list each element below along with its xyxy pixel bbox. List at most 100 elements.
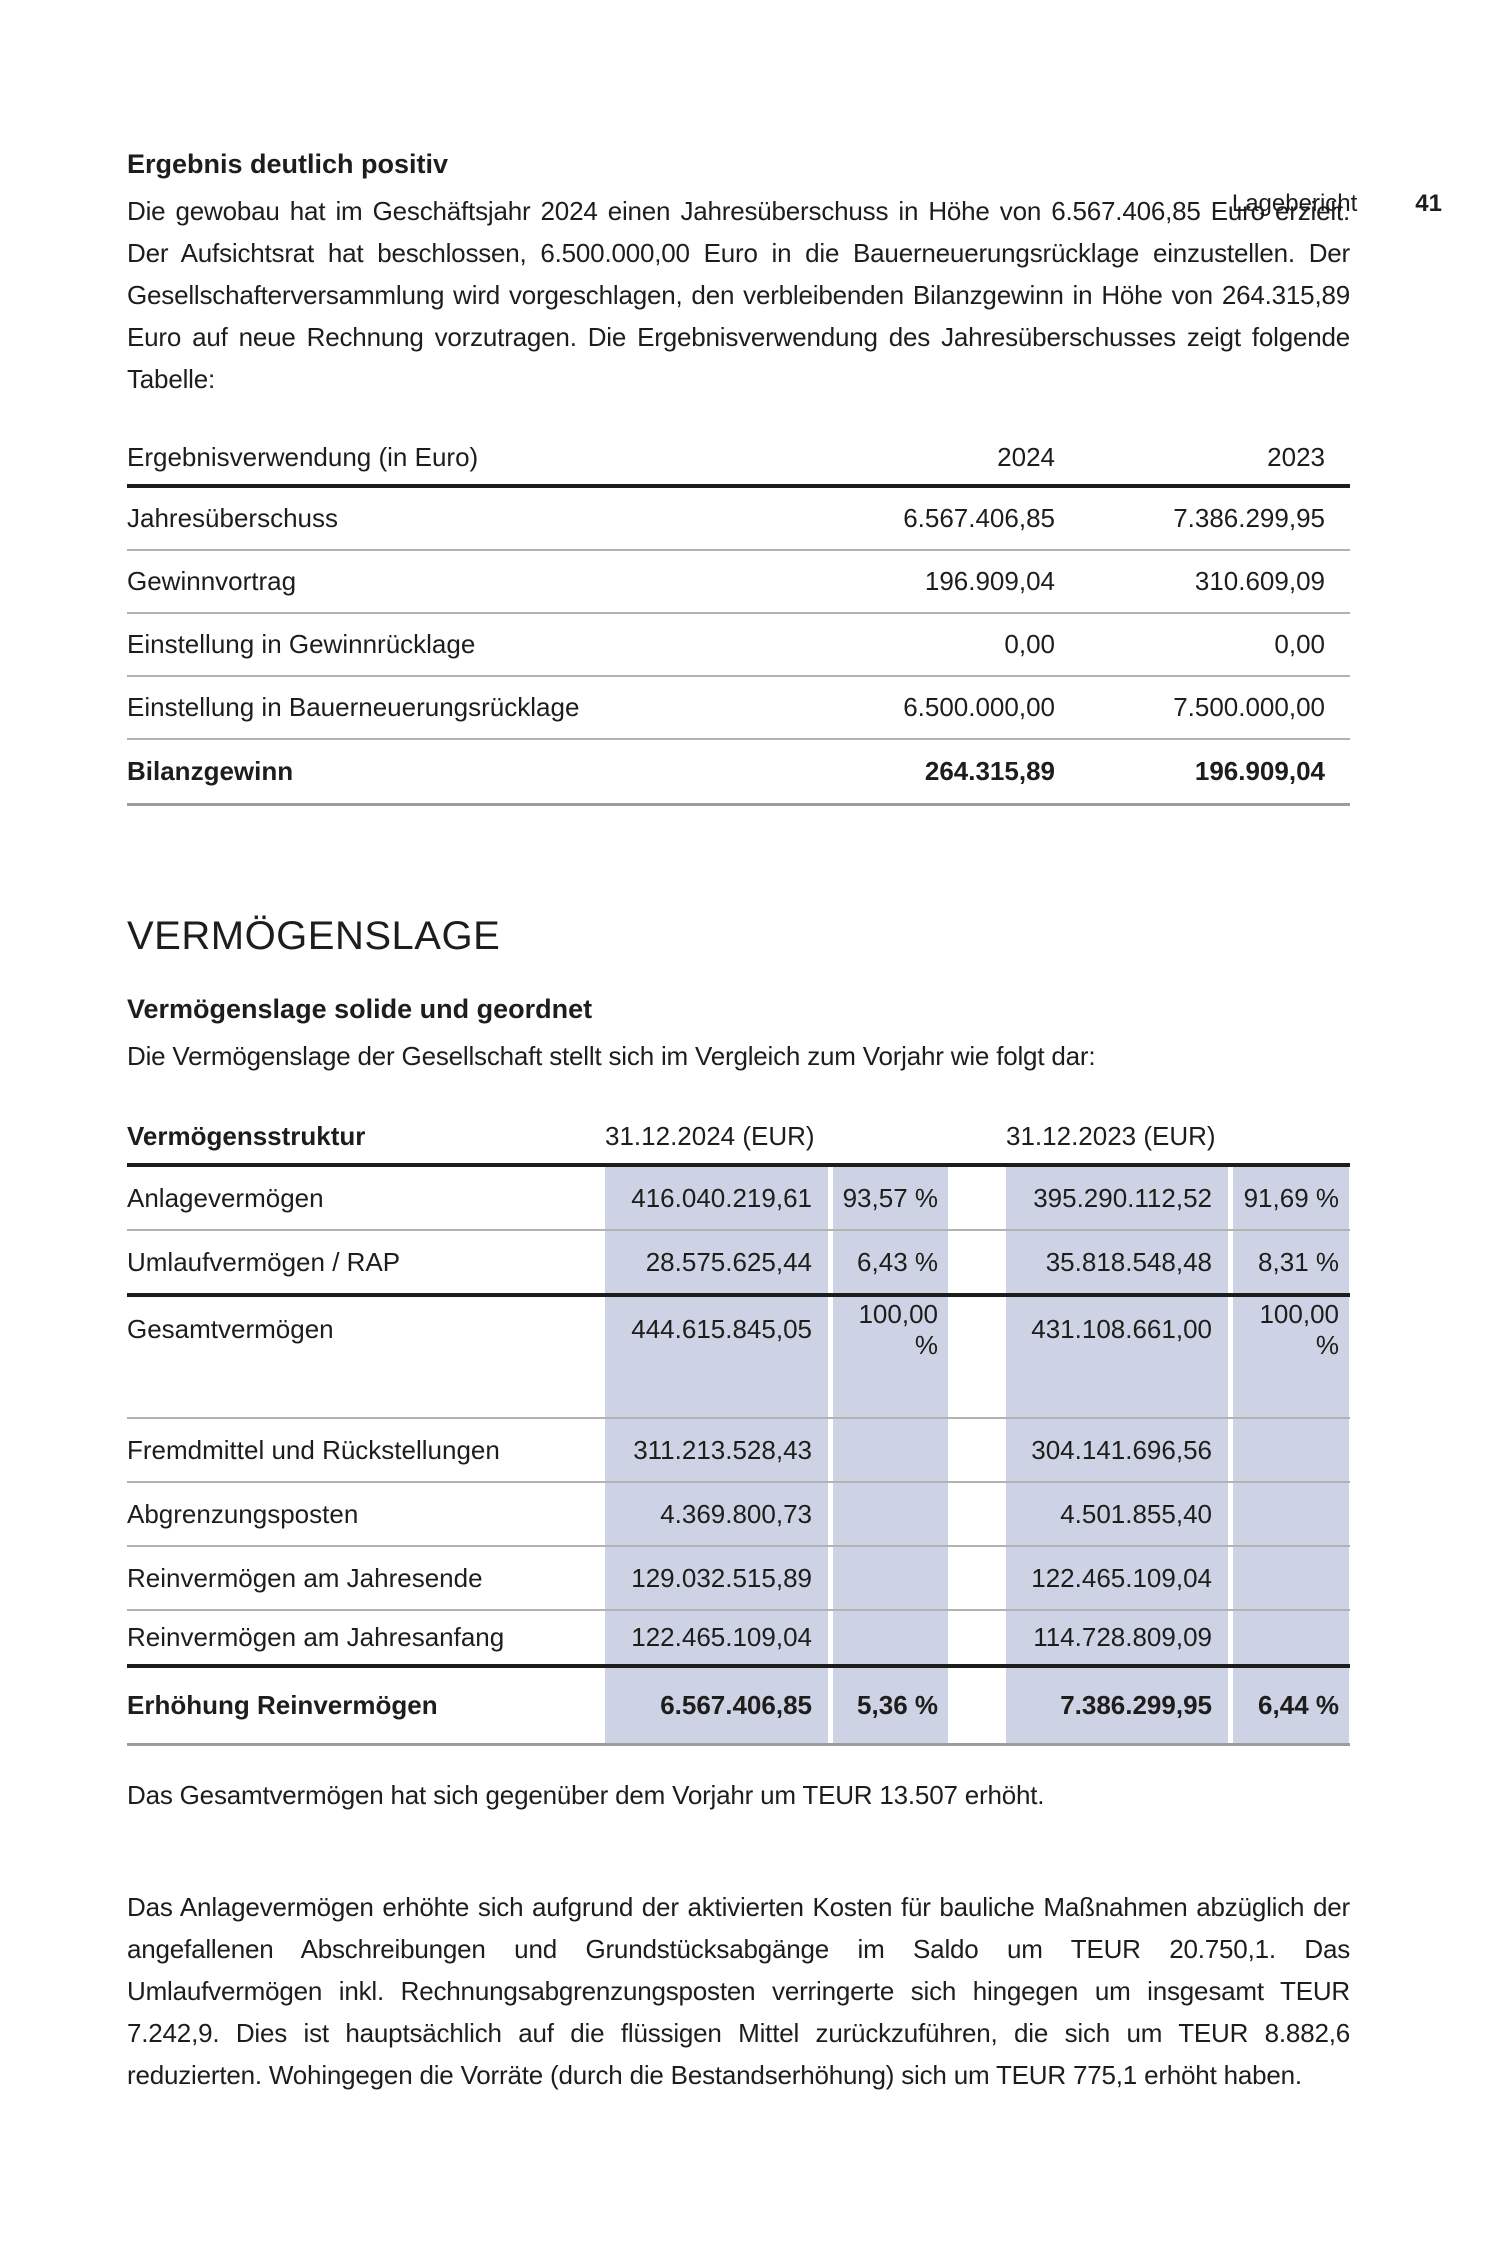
result-table: Ergebnisverwendung (in Euro) 2024 2023 J… [127,442,1350,806]
value-2023: 4.501.855,40 [1006,1483,1228,1545]
table-row-total: Bilanzgewinn 264.315,89 196.909,04 [127,740,1350,806]
column-header-2024: 31.12.2024 (EUR) [605,1121,815,1151]
assets-note: Das Gesamtvermögen hat sich gegenüber de… [127,1780,1045,1810]
value-2023: 7.386.299,95 [1173,503,1325,533]
column-header-2024: 2024 [997,442,1055,472]
percent-2023: 6,44 % [1233,1668,1349,1743]
column-gap [948,1547,1006,1609]
table-row-total: Erhöhung Reinvermögen 6.567.406,85 5,36 … [127,1668,1350,1746]
assets-table: Vermögensstruktur 31.12.2024 (EUR) 31.12… [127,1121,1350,1746]
percent-2024: 5,36 % [833,1668,948,1743]
column-gap [948,1297,1006,1362]
value-2024: 6.567.406,85 [903,503,1055,533]
table-row: Fremdmittel und Rückstellungen 311.213.5… [127,1419,1350,1483]
column-header-2023: 2023 [1267,442,1325,472]
row-label: Gesamtvermögen [127,1314,334,1344]
table-row: Einstellung in Bauerneuerungsrücklage 6.… [127,677,1350,740]
percent-2024 [833,1419,948,1481]
result-heading: Ergebnis deutlich positiv [127,149,449,179]
column-gap [948,1668,1006,1743]
column-header-2023: 31.12.2023 (EUR) [1006,1121,1216,1151]
row-label: Erhöhung Reinvermögen [127,1690,438,1720]
percent-2023 [1233,1362,1349,1417]
row-label: Gewinnvortrag [127,566,297,596]
percent-2023 [1233,1483,1349,1545]
value-2023: 196.909,04 [1194,756,1325,786]
row-label: Fremdmittel und Rückstellungen [127,1434,500,1465]
row-label: Reinvermögen am Jahresende [127,1562,483,1593]
assets-intro: Die Vermögenslage der Gesellschaft stell… [127,1041,1096,1071]
value-2023: 304.141.696,56 [1006,1419,1228,1481]
row-label [127,1362,605,1417]
table-row: Reinvermögen am Jahresende 129.032.515,8… [127,1547,1350,1611]
table-header-row: Vermögensstruktur 31.12.2024 (EUR) 31.12… [127,1121,1350,1167]
table-header-row: Ergebnisverwendung (in Euro) 2024 2023 [127,442,1350,488]
row-label: Einstellung in Bauerneuerungsrücklage [127,692,580,722]
percent-2023: 100,00 % [1233,1297,1349,1362]
table-row: Gewinnvortrag 196.909,04 310.609,09 [127,551,1350,614]
value-2023 [1006,1362,1228,1417]
assets-paragraph: Das Anlagevermögen erhöhte sich aufgrund… [127,1892,1350,2090]
value-2024: 444.615.845,05 [605,1297,828,1362]
value-2024: 129.032.515,89 [605,1547,828,1609]
percent-2024: 100,00 % [833,1297,948,1362]
report-content: Ergebnis deutlich positiv Die gewobau ha… [127,148,1350,2096]
percent-2023 [1233,1419,1349,1481]
value-2023: 114.728.809,09 [1006,1611,1228,1664]
value-2024: 28.575.625,44 [605,1231,828,1293]
value-2023: 122.465.109,04 [1006,1547,1228,1609]
row-label: Jahresüberschuss [127,503,338,533]
column-gap [948,1362,1006,1417]
value-2024: 122.465.109,04 [605,1611,828,1664]
row-label: Anlagevermögen [127,1182,324,1213]
percent-2024 [833,1362,948,1417]
header-section-label: Lagebericht [1231,190,1358,217]
column-gap [948,1231,1006,1293]
column-gap [948,1611,1006,1664]
percent-2024: 93,57 % [833,1167,948,1229]
table-row: Jahresüberschuss 6.567.406,85 7.386.299,… [127,488,1350,551]
row-label: Bilanzgewinn [127,756,294,786]
column-gap [948,1121,1006,1164]
table-row: Einstellung in Gewinnrücklage 0,00 0,00 [127,614,1350,677]
value-2023: 7.386.299,95 [1006,1668,1228,1743]
value-2024 [605,1362,828,1417]
header-page-number: 41 [1415,190,1442,217]
column-header-label: Vermögensstruktur [127,1121,366,1151]
column-gap [948,1167,1006,1229]
value-2024: 196.909,04 [924,566,1055,596]
table-spacer-row [127,1362,1350,1419]
page-header: Lagebericht 41 [1232,190,1442,218]
value-2024: 416.040.219,61 [605,1167,828,1229]
value-2023: 35.818.548,48 [1006,1231,1228,1293]
percent-2024 [833,1611,948,1664]
result-paragraph: Die gewobau hat im Geschäftsjahr 2024 ei… [127,196,1350,394]
percent-2023 [1233,1547,1349,1609]
value-2023: 431.108.661,00 [1006,1297,1228,1362]
column-gap [948,1483,1006,1545]
value-2024: 311.213.528,43 [605,1419,828,1481]
table-row: Anlagevermögen 416.040.219,61 93,57 % 39… [127,1167,1350,1231]
percent-2023: 8,31 % [1233,1231,1349,1293]
table-row: Abgrenzungsposten 4.369.800,73 4.501.855… [127,1483,1350,1547]
table-row: Reinvermögen am Jahresanfang 122.465.109… [127,1611,1350,1668]
table-row: Gesamtvermögen 444.615.845,05 100,00 % 4… [127,1297,1350,1362]
value-2024: 0,00 [1004,629,1055,659]
value-2023: 310.609,09 [1194,566,1325,596]
value-2023: 0,00 [1274,629,1325,659]
value-2023: 7.500.000,00 [1173,692,1325,722]
value-2024: 6.500.000,00 [903,692,1055,722]
value-2024: 4.369.800,73 [605,1483,828,1545]
percent-2023: 91,69 % [1233,1167,1349,1229]
table-row: Umlaufvermögen / RAP 28.575.625,44 6,43 … [127,1231,1350,1297]
assets-subheading: Vermögenslage solide und geordnet [127,994,593,1024]
row-label: Reinvermögen am Jahresanfang [127,1622,505,1652]
percent-2023 [1233,1611,1349,1664]
percent-2024 [833,1483,948,1545]
value-2024: 264.315,89 [924,756,1055,786]
value-2024: 6.567.406,85 [605,1668,828,1743]
value-2023: 395.290.112,52 [1006,1167,1228,1229]
section-title: VERMÖGENSLAGE [127,914,501,958]
row-label: Einstellung in Gewinnrücklage [127,629,476,659]
column-header-label: Ergebnisverwendung (in Euro) [127,442,479,472]
